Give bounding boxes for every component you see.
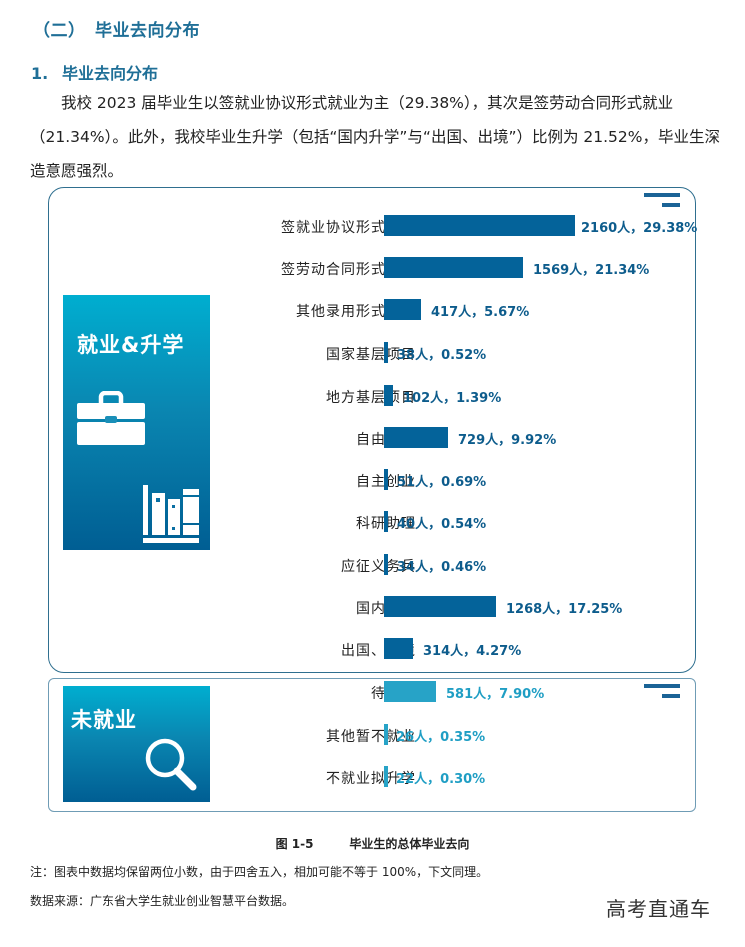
bar-value: 1569人，21.34% (533, 263, 650, 278)
bar (384, 681, 436, 702)
bar-row: 自主创业 51人，0.69% (48, 468, 698, 492)
briefcase-icon (77, 391, 145, 445)
bar-value: 2160人，29.38% (581, 221, 698, 236)
bar (384, 299, 421, 320)
bar-label: 不就业拟升学 (326, 771, 416, 787)
bar-value: 40人，0.54% (397, 517, 487, 532)
footnote: 注：图表中数据均保留两位小数，由于四舍五入，相加可能不等于 100%，下文同理。 (30, 865, 489, 879)
bar-value: 38人，0.52% (397, 348, 487, 363)
bar-value: 34人，0.46% (397, 560, 487, 575)
bar-value: 22人，0.30% (396, 772, 486, 787)
bar-value: 26人，0.35% (396, 730, 486, 745)
section-heading: （二） 毕业去向分布 (33, 16, 200, 41)
bar (384, 342, 388, 363)
figure-caption: 图 1-5 毕业生的总体毕业去向 (0, 835, 745, 852)
bar (384, 554, 388, 575)
bar-value: 729人，9.92% (458, 433, 557, 448)
bar-label: 签就业协议形式就业 (281, 220, 416, 236)
bar-row: 国家基层项目 38人，0.52% (48, 341, 698, 365)
bar (384, 724, 388, 745)
panel-corner-decoration (644, 193, 680, 207)
employed-category-title: 就业&升学 (77, 333, 185, 357)
bar-row: 地方基层项目 102人，1.39% (48, 384, 698, 408)
bar (384, 257, 523, 278)
bar-row: 不就业拟升学 22人，0.30% (48, 765, 698, 789)
subsection-number: 1. (31, 64, 49, 83)
bar-value: 102人，1.39% (403, 391, 502, 406)
magnifier-icon (145, 738, 197, 791)
unemployed-category-title: 未就业 (71, 708, 137, 732)
bar-row: 待就业 581人，7.90% (48, 680, 698, 704)
bar-row: 签劳动合同形式就业 1569人，21.34% (48, 256, 698, 280)
books-icon (143, 485, 199, 543)
panel-corner-decoration (644, 684, 680, 698)
bar-value: 1268人，17.25% (506, 602, 623, 617)
bar (384, 469, 388, 490)
bar-label: 签劳动合同形式就业 (281, 262, 416, 278)
bar-row: 签就业协议形式就业 2160人，29.38% (48, 214, 698, 238)
watermark: 高考直通车 (606, 897, 711, 921)
bar (384, 596, 496, 617)
bar-label: 其他暂不就业 (326, 729, 416, 745)
employed-category-box: 就业&升学 (63, 295, 210, 550)
paragraph-text: 我校 2023 届毕业生以签就业协议形式就业为主（29.38%），其次是签劳动合… (30, 94, 721, 180)
section-number: （二） (33, 21, 86, 41)
bar (384, 385, 393, 406)
bar-label: 应征义务兵 (341, 559, 416, 575)
bar (384, 427, 448, 448)
figure-title: 毕业生的总体毕业去向 (349, 837, 470, 851)
bar-row: 其他录用形式就业 417人，5.67% (48, 298, 698, 322)
bar-value: 581人，7.90% (446, 687, 545, 702)
unemployed-category-box: 未就业 (63, 686, 210, 802)
bar-label: 国家基层项目 (326, 347, 416, 363)
bar-value: 51人，0.69% (397, 475, 487, 490)
section-title: 毕业去向分布 (95, 21, 200, 41)
bar-row: 自由职业 729人，9.92% (48, 426, 698, 450)
bar-row: 出国、出境 314人，4.27% (48, 637, 698, 661)
data-source: 数据来源：广东省大学生就业创业智慧平台数据。 (30, 894, 295, 908)
subsection-heading: 1. 毕业去向分布 (31, 60, 158, 84)
figure-number: 图 1-5 (275, 837, 314, 851)
bar (384, 215, 575, 236)
bar-value: 314人，4.27% (423, 644, 522, 659)
subsection-title: 毕业去向分布 (62, 64, 159, 83)
bar (384, 511, 388, 532)
body-paragraph: 我校 2023 届毕业生以签就业协议形式就业为主（29.38%），其次是签劳动合… (30, 86, 720, 188)
bar-value: 417人，5.67% (431, 305, 530, 320)
bar-row: 科研助理 40人，0.54% (48, 510, 698, 534)
bar-row: 国内升学 1268人，17.25% (48, 595, 698, 619)
bar-row: 应征义务兵 34人，0.46% (48, 553, 698, 577)
bar-row: 其他暂不就业 26人，0.35% (48, 723, 698, 747)
bar (384, 638, 413, 659)
bar (384, 766, 388, 787)
